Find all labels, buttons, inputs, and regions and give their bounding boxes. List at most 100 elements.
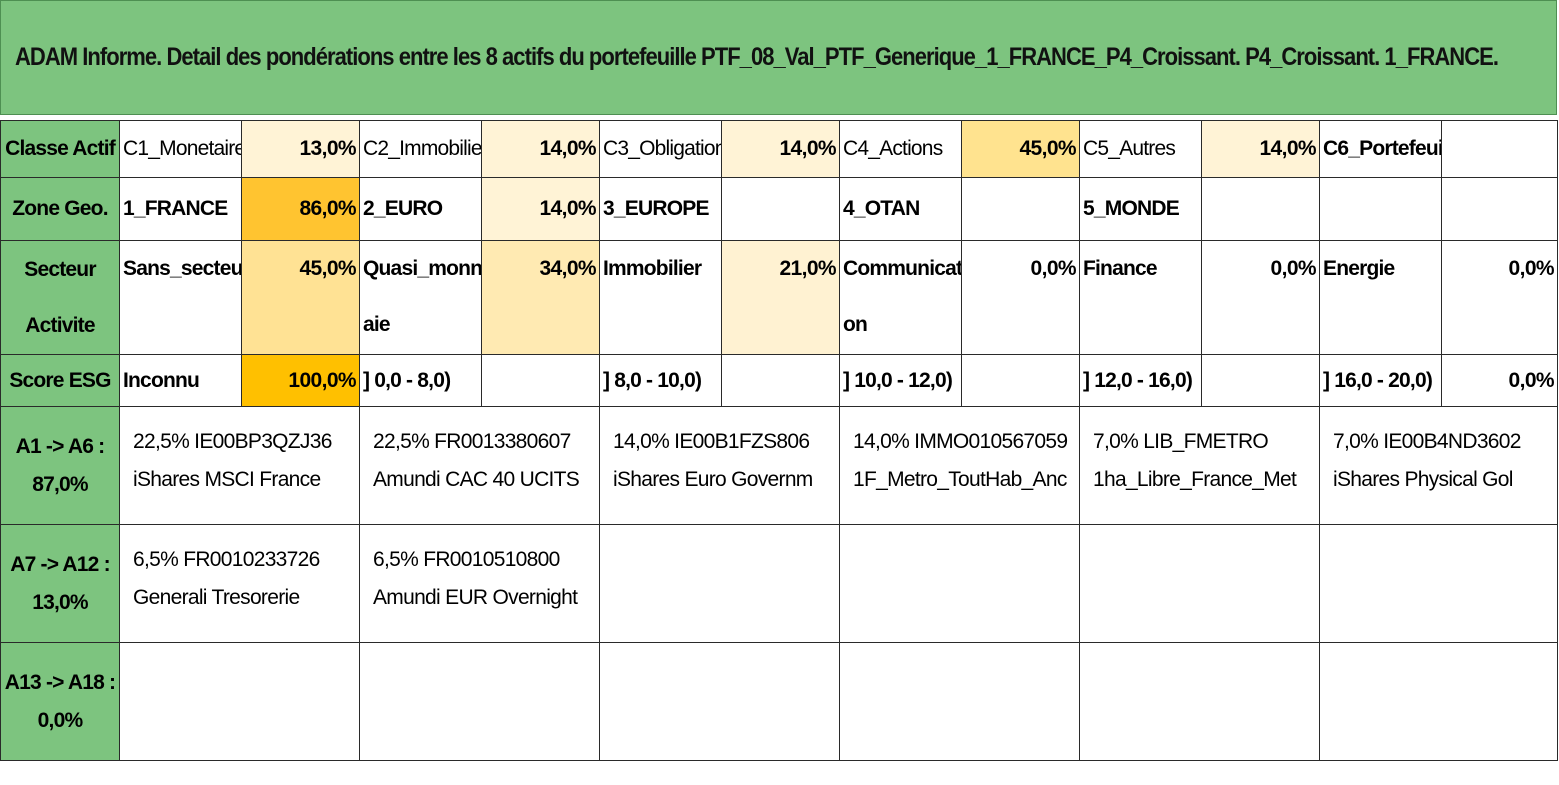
zone-value-5 (1201, 177, 1320, 241)
secteur-value-1: 45,0% (241, 240, 360, 355)
zone-value-4 (961, 177, 1080, 241)
asset-weight-isin: 22,5% FR0013380607 (373, 430, 571, 453)
secteur-label-4: Communicati on (839, 240, 962, 355)
secteur-header-line1: Secteur (24, 257, 96, 281)
asset-cell (1079, 524, 1320, 643)
row-header-zone: Zone Geo. (0, 177, 120, 241)
asset-weight-isin: 7,0% LIB_FMETRO (1093, 430, 1269, 453)
secteur-value-4: 0,0% (961, 240, 1080, 355)
classe-label-4: C4_Actions (839, 120, 962, 178)
asset-cell (839, 524, 1080, 643)
asset-name: 1ha_Libre_France_Met (1093, 468, 1297, 491)
zone-value-2: 14,0% (481, 177, 600, 241)
assets-header-a1-a6: A1 -> A6 : 87,0% (0, 406, 120, 525)
title-bar: ADAM Informe. Detail des pondérations en… (0, 0, 1557, 115)
asset-cell (1079, 642, 1320, 761)
esg-label-2: ] 0,0 - 8,0) (359, 354, 482, 407)
secteur-header-line2: Activite (25, 313, 95, 337)
asset-cell: 6,5% FR0010510800 Amundi EUR Overnight (359, 524, 600, 643)
report-title: ADAM Informe. Detail des pondérations en… (15, 43, 1499, 71)
zone-label-5: 5_MONDE (1079, 177, 1202, 241)
asset-name: Generali Tresorerie (133, 586, 300, 609)
zone-value-6 (1441, 177, 1558, 241)
secteur-label-6: Energie (1319, 240, 1442, 355)
asset-weight-isin: 7,0% IE00B4ND3602 (1333, 430, 1521, 453)
row-assets-a1-a6: A1 -> A6 : 87,0% 22,5% IE00BP3QZJ36 iShar… (0, 406, 1558, 525)
asset-name: Amundi CAC 40 UCITS (373, 468, 580, 491)
asset-weight-isin: 14,0% IMMO010567059 (853, 430, 1068, 453)
esg-label-3: ] 8,0 - 10,0) (599, 354, 722, 407)
secteur-label-3-line1: Immobilier (603, 257, 702, 280)
secteur-label-4-line1: Communicati (843, 257, 962, 280)
asset-cell (359, 642, 600, 761)
zone-value-3 (721, 177, 840, 241)
weights-table: Classe Actif C1_Monetaire 13,0% C2_Immob… (0, 120, 1558, 761)
esg-value-5 (1201, 354, 1320, 407)
row-classe-actif: Classe Actif C1_Monetaire 13,0% C2_Immob… (0, 120, 1558, 178)
row-score-esg: Score ESG Inconnu 100,0% ] 0,0 - 8,0) ] … (0, 354, 1558, 407)
secteur-value-5: 0,0% (1201, 240, 1320, 355)
asset-cell (1319, 524, 1558, 643)
asset-cell: 7,0% LIB_FMETRO 1ha_Libre_France_Met (1079, 406, 1320, 525)
classe-label-5: C5_Autres (1079, 120, 1202, 178)
classe-label-2: C2_Immobilier (359, 120, 482, 178)
secteur-value-6: 0,0% (1441, 240, 1558, 355)
asset-weight-isin: 6,5% FR0010233726 (133, 548, 320, 571)
secteur-value-2: 34,0% (481, 240, 600, 355)
asset-cell: 14,0% IE00B1FZS806 iShares Euro Governm (599, 406, 840, 525)
secteur-value-3: 21,0% (721, 240, 840, 355)
secteur-label-2-line2: aie (363, 313, 391, 336)
secteur-label-4-line2: on (843, 313, 868, 336)
row-assets-a13-a18: A13 -> A18 : 0,0% (0, 642, 1558, 761)
secteur-label-2-line1: Quasi_monn (363, 257, 482, 280)
zone-value-1: 86,0% (241, 177, 360, 241)
classe-label-3: C3_Obligations (599, 120, 722, 178)
classe-value-6 (1441, 120, 1558, 178)
assets-header-a13-a18: A13 -> A18 : 0,0% (0, 642, 120, 761)
asset-name: Amundi EUR Overnight (373, 586, 578, 609)
zone-label-1: 1_FRANCE (119, 177, 242, 241)
secteur-label-5-line1: Finance (1083, 257, 1158, 280)
esg-label-1: Inconnu (119, 354, 242, 407)
row-zone-geo: Zone Geo. 1_FRANCE 86,0% 2_EURO 14,0% 3_… (0, 177, 1558, 241)
secteur-label-1: Sans_secteur (119, 240, 242, 355)
asset-name: iShares Euro Governm (613, 468, 813, 491)
esg-value-1: 100,0% (241, 354, 360, 407)
zone-label-2: 2_EURO (359, 177, 482, 241)
assets-header-a7-a12-line1: A7 -> A12 : (10, 552, 110, 576)
asset-cell (599, 642, 840, 761)
secteur-label-1-line1: Sans_secteur (123, 257, 242, 280)
asset-weight-isin: 22,5% IE00BP3QZJ36 (133, 430, 332, 453)
asset-weight-isin: 14,0% IE00B1FZS806 (613, 430, 810, 453)
asset-cell (839, 642, 1080, 761)
assets-header-a1-a6-line2: 87,0% (32, 472, 88, 496)
asset-cell: 7,0% IE00B4ND3602 iShares Physical Gol (1319, 406, 1558, 525)
asset-cell: 22,5% FR0013380607 Amundi CAC 40 UCITS (359, 406, 600, 525)
assets-header-a13-a18-line1: A13 -> A18 : (4, 670, 116, 694)
esg-value-3 (721, 354, 840, 407)
row-header-esg: Score ESG (0, 354, 120, 407)
secteur-label-5: Finance (1079, 240, 1202, 355)
row-secteur-activite: Secteur Activite Sans_secteur 45,0% Quas… (0, 240, 1558, 355)
assets-header-a7-a12-line2: 13,0% (32, 590, 88, 614)
asset-weight-isin: 6,5% FR0010510800 (373, 548, 560, 571)
secteur-label-3: Immobilier (599, 240, 722, 355)
zone-label-4: 4_OTAN (839, 177, 962, 241)
esg-label-4: ] 10,0 - 12,0) (839, 354, 962, 407)
assets-header-a7-a12: A7 -> A12 : 13,0% (0, 524, 120, 643)
asset-name: iShares MSCI France (133, 468, 321, 491)
asset-name: 1F_Metro_ToutHab_Anc (853, 468, 1067, 491)
row-header-secteur: Secteur Activite (0, 240, 120, 355)
zone-label-3: 3_EUROPE (599, 177, 722, 241)
classe-value-5: 14,0% (1201, 120, 1320, 178)
asset-cell: 14,0% IMMO010567059 1F_Metro_ToutHab_Anc (839, 406, 1080, 525)
esg-value-6: 0,0% (1441, 354, 1558, 407)
esg-label-6: ] 16,0 - 20,0) (1319, 354, 1442, 407)
classe-label-1: C1_Monetaire (119, 120, 242, 178)
zone-label-6 (1319, 177, 1442, 241)
esg-value-4 (961, 354, 1080, 407)
secteur-label-6-line1: Energie (1323, 257, 1395, 280)
asset-name: iShares Physical Gol (1333, 468, 1513, 491)
